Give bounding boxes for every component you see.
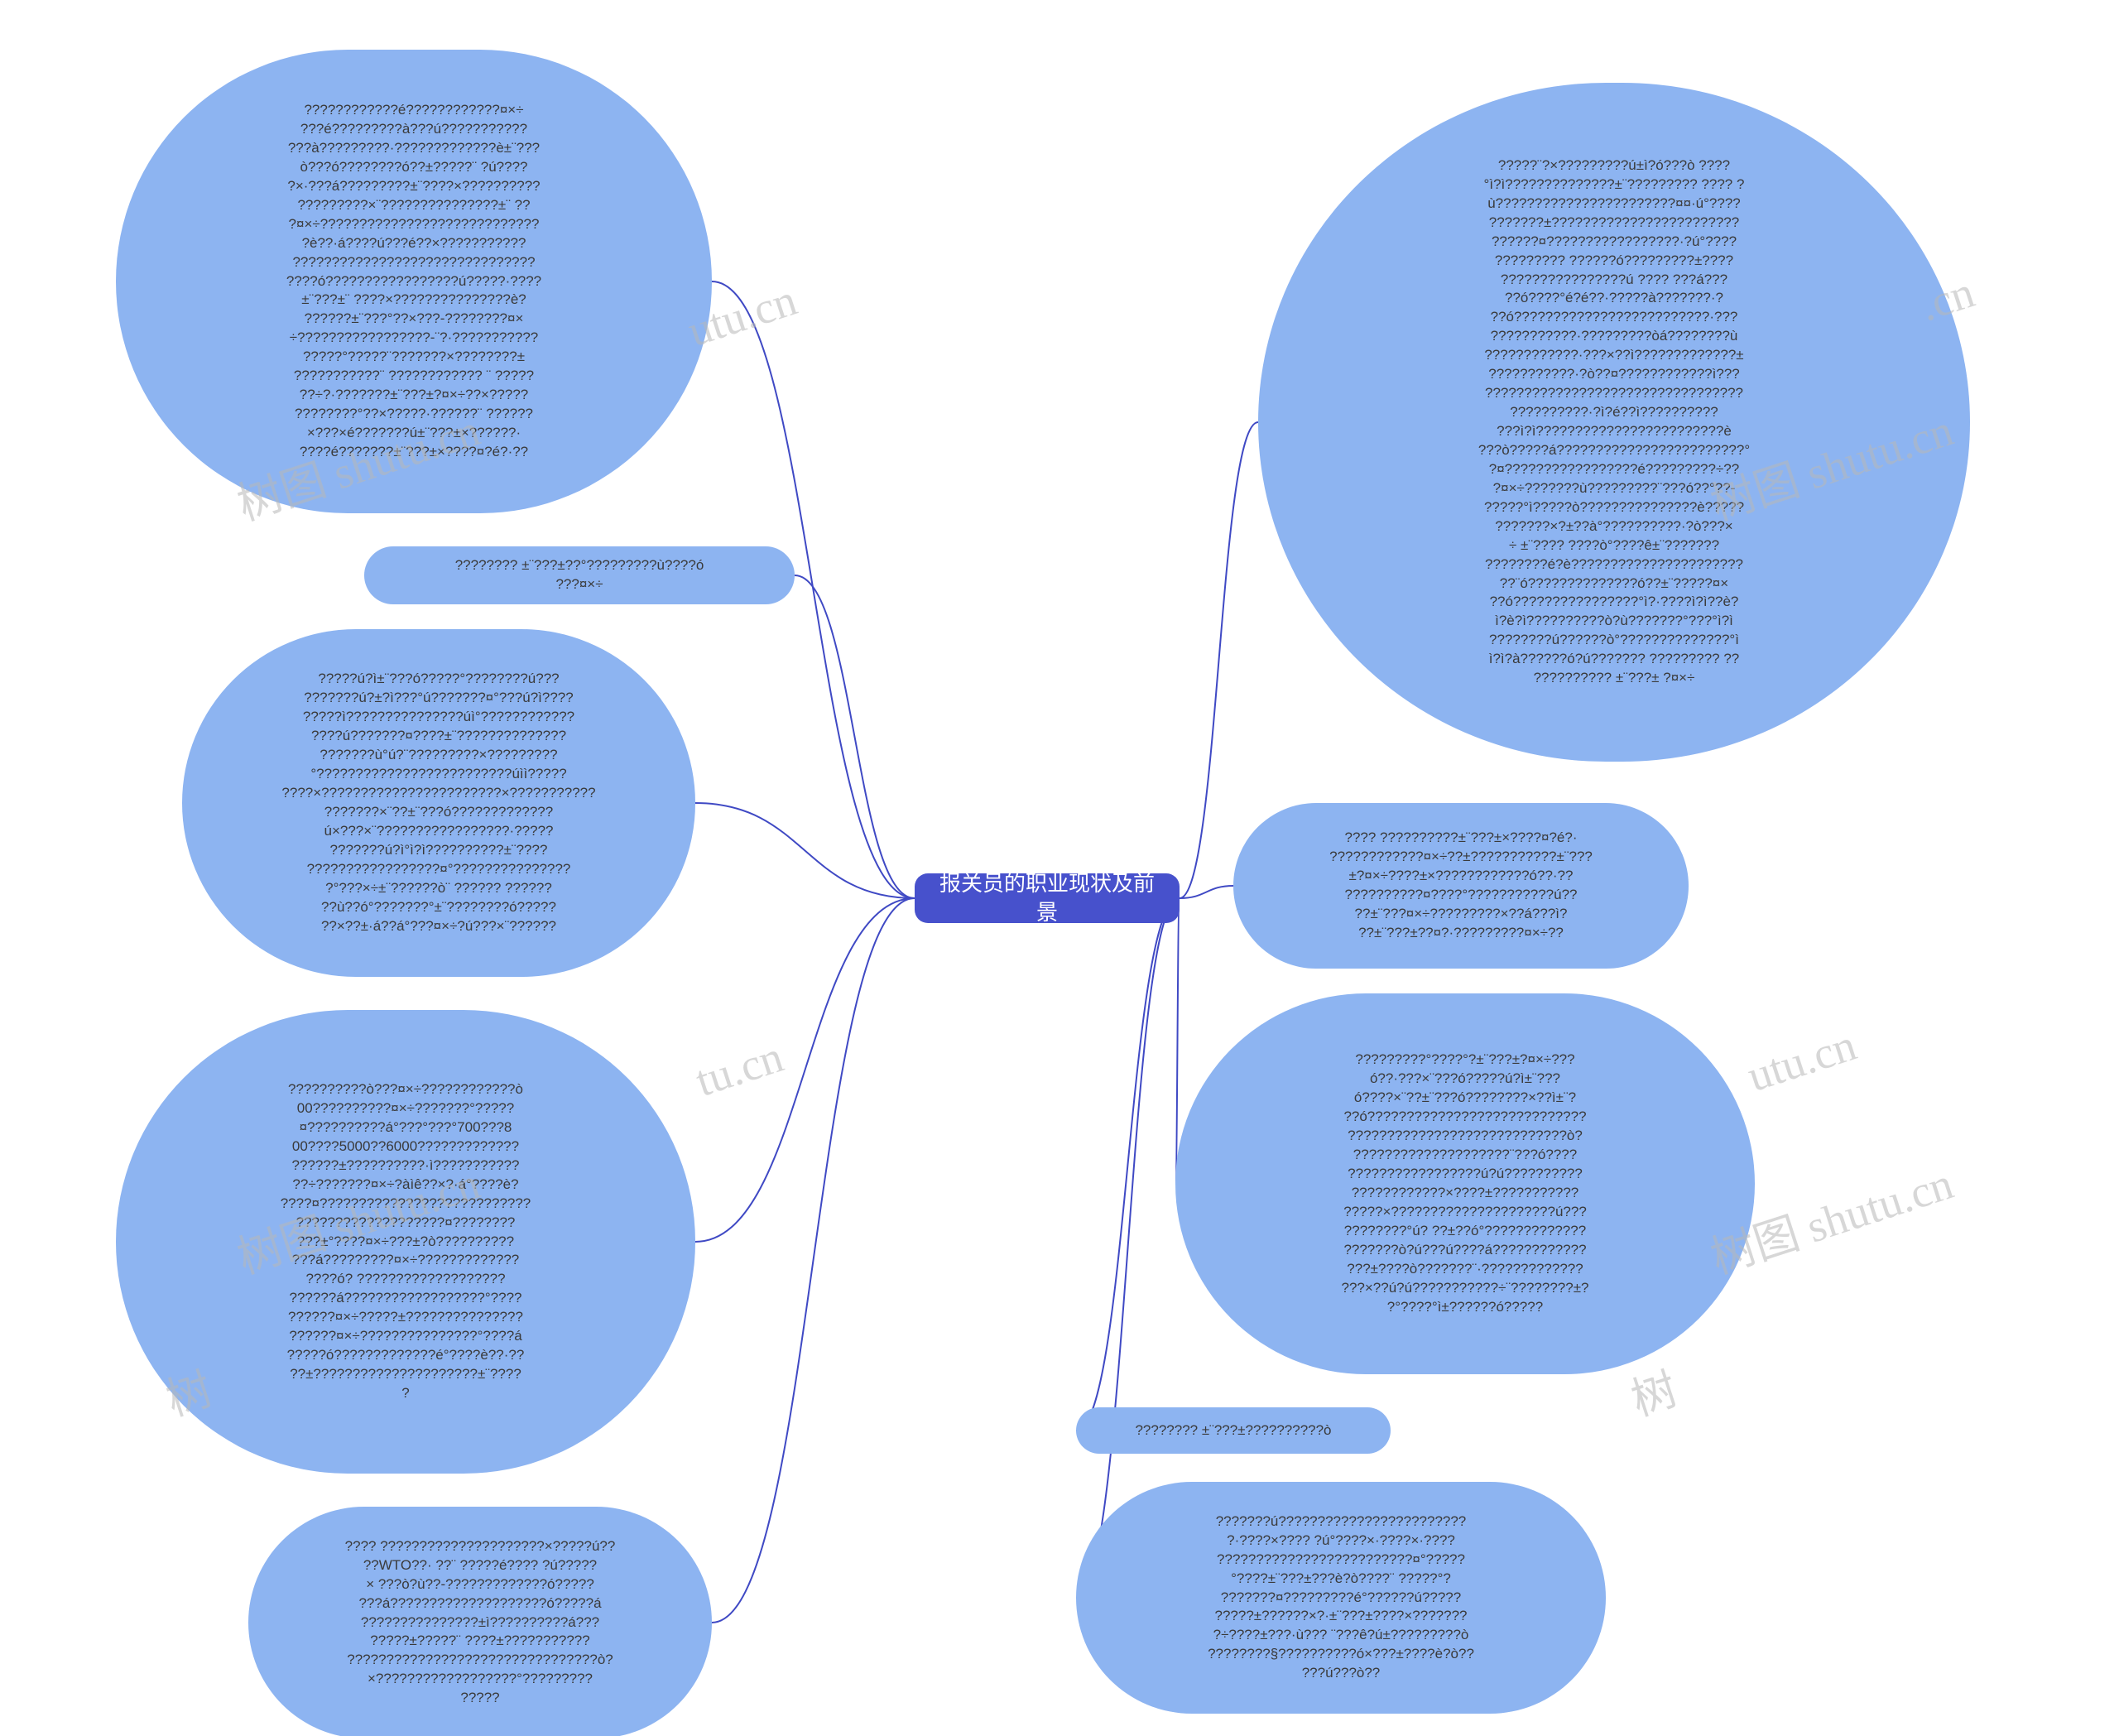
edge-R2 bbox=[1180, 886, 1233, 898]
edge-L3 bbox=[695, 803, 915, 898]
edge-R3 bbox=[1175, 898, 1180, 1184]
watermark: 树 bbox=[1622, 1353, 1684, 1429]
leaf-node-L3[interactable]: ?????ú?ì±¨???ó?????°????????ú??? ???????… bbox=[182, 629, 695, 977]
watermark: tu.cn bbox=[690, 1031, 789, 1107]
leaf-node-L5[interactable]: ???? ?????????????????????×?????ú?? ??WT… bbox=[248, 1507, 712, 1736]
center-node[interactable]: 报关员的职业现状及前景 bbox=[915, 873, 1180, 923]
edge-R4 bbox=[1076, 898, 1180, 1431]
edge-R1 bbox=[1180, 422, 1258, 898]
mindmap-canvas: 报关员的职业现状及前景 ????????????é????????????¤×÷… bbox=[0, 0, 2119, 1736]
leaf-node-L4[interactable]: ??????????ò???¤×÷????????????ò 00???????… bbox=[116, 1010, 695, 1474]
leaf-node-R2[interactable]: ???? ??????????±¨???±×????¤?é?· ????????… bbox=[1233, 803, 1689, 969]
watermark: utu.cn bbox=[1742, 1019, 1862, 1102]
leaf-node-R3[interactable]: ?????????°????°?±¨???±?¤×÷??? ó??·???×¨?… bbox=[1175, 993, 1755, 1374]
leaf-node-L1[interactable]: ????????????é????????????¤×÷ ???é???????… bbox=[116, 50, 712, 513]
edge-L5 bbox=[712, 898, 915, 1623]
edge-L4 bbox=[695, 898, 915, 1242]
leaf-node-R4[interactable]: ???????? ±¨???±??????????ò bbox=[1076, 1407, 1391, 1454]
leaf-node-L2[interactable]: ???????? ±¨???±??°?????????ù????ó ???¤×÷ bbox=[364, 546, 795, 604]
edge-L2 bbox=[795, 575, 915, 898]
leaf-node-R1[interactable]: ?????¨?×?????????ú±ì?ó???ò ???? °ì?ì????… bbox=[1258, 83, 1970, 762]
leaf-node-R5[interactable]: ???????ú???????????????????????? ?·????×… bbox=[1076, 1482, 1606, 1714]
